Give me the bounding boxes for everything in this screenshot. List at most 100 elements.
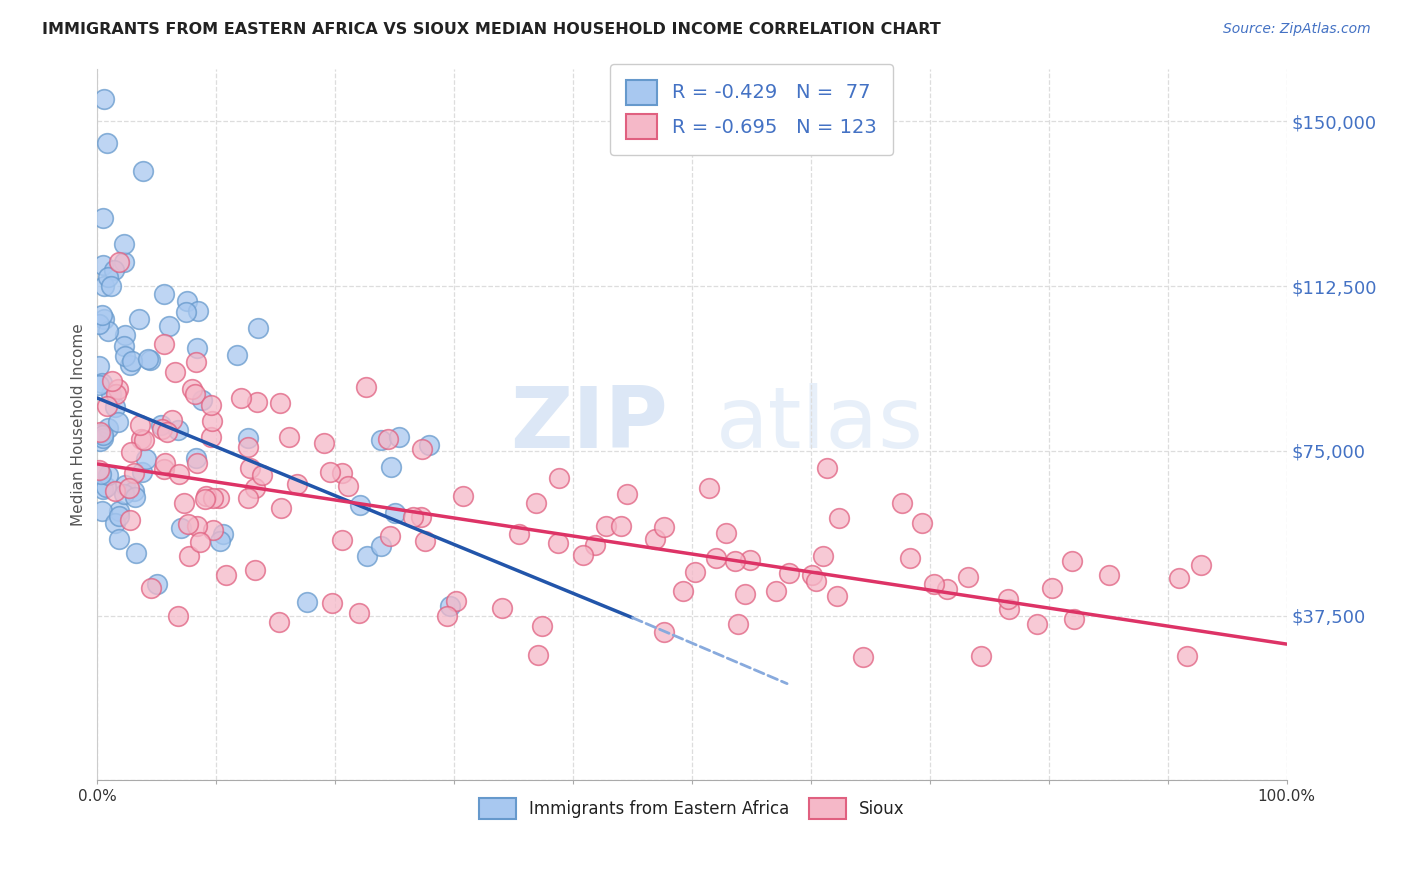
Point bbox=[239, 460, 262, 475]
Point bbox=[186, 519, 208, 533]
Point bbox=[173, 495, 195, 509]
Point bbox=[297, 595, 319, 609]
Point bbox=[724, 554, 747, 568]
Point bbox=[238, 440, 260, 454]
Point bbox=[215, 567, 238, 582]
Point bbox=[128, 312, 150, 326]
Point bbox=[91, 308, 114, 322]
Point bbox=[704, 551, 727, 566]
Point bbox=[114, 339, 136, 353]
Point bbox=[153, 462, 176, 476]
Point bbox=[104, 401, 127, 415]
Point bbox=[337, 479, 360, 493]
Point bbox=[100, 374, 122, 388]
Point bbox=[321, 596, 343, 610]
Point bbox=[136, 351, 159, 366]
Point bbox=[347, 606, 370, 620]
Point bbox=[124, 490, 146, 504]
Point bbox=[103, 263, 125, 277]
Point bbox=[107, 415, 129, 429]
Point bbox=[330, 466, 353, 480]
Point bbox=[436, 608, 458, 623]
Point bbox=[108, 533, 131, 547]
Point bbox=[146, 577, 169, 591]
Point bbox=[813, 549, 835, 563]
Point bbox=[236, 491, 259, 505]
Point bbox=[278, 430, 301, 444]
Point bbox=[184, 355, 207, 369]
Point bbox=[269, 396, 291, 410]
Point bbox=[652, 624, 675, 639]
Point bbox=[672, 583, 695, 598]
Point bbox=[1040, 581, 1063, 595]
Point bbox=[370, 434, 392, 448]
Point bbox=[825, 589, 848, 603]
Point bbox=[226, 348, 249, 362]
Point bbox=[935, 582, 957, 596]
Point bbox=[388, 430, 411, 444]
Point bbox=[87, 359, 110, 373]
Point bbox=[122, 483, 145, 498]
Point bbox=[104, 387, 127, 401]
Point bbox=[91, 428, 114, 442]
Point bbox=[200, 398, 222, 412]
Text: IMMIGRANTS FROM EASTERN AFRICA VS SIOUX MEDIAN HOUSEHOLD INCOME CORRELATION CHAR: IMMIGRANTS FROM EASTERN AFRICA VS SIOUX … bbox=[42, 22, 941, 37]
Point bbox=[616, 487, 638, 501]
Point bbox=[100, 386, 122, 401]
Point bbox=[167, 423, 190, 437]
Point bbox=[121, 354, 143, 368]
Point bbox=[90, 467, 112, 482]
Point bbox=[114, 477, 136, 491]
Point bbox=[547, 471, 569, 485]
Point bbox=[314, 436, 336, 450]
Point bbox=[418, 438, 440, 452]
Point bbox=[209, 533, 232, 548]
Point bbox=[243, 481, 266, 495]
Point bbox=[112, 255, 135, 269]
Point bbox=[285, 477, 308, 491]
Point bbox=[1026, 616, 1049, 631]
Point bbox=[714, 525, 737, 540]
Point bbox=[187, 304, 209, 318]
Point bbox=[740, 553, 762, 567]
Point bbox=[778, 566, 800, 580]
Point bbox=[195, 490, 218, 504]
Point bbox=[120, 513, 142, 527]
Point bbox=[610, 519, 633, 533]
Point bbox=[194, 491, 217, 506]
Point bbox=[413, 533, 436, 548]
Point bbox=[644, 532, 666, 546]
Text: atlas: atlas bbox=[716, 383, 924, 466]
Point bbox=[125, 546, 148, 560]
Text: Source: ZipAtlas.com: Source: ZipAtlas.com bbox=[1223, 22, 1371, 37]
Legend: Immigrants from Eastern Africa, Sioux: Immigrants from Eastern Africa, Sioux bbox=[472, 792, 911, 825]
Point bbox=[765, 584, 787, 599]
Point bbox=[93, 92, 115, 106]
Point bbox=[997, 602, 1019, 616]
Point bbox=[212, 526, 235, 541]
Point bbox=[508, 527, 530, 541]
Point bbox=[956, 570, 979, 584]
Point bbox=[89, 425, 111, 439]
Point bbox=[699, 481, 721, 495]
Point bbox=[184, 451, 207, 466]
Point bbox=[96, 480, 118, 494]
Point bbox=[89, 318, 111, 332]
Point bbox=[319, 465, 342, 479]
Point bbox=[401, 509, 423, 524]
Point bbox=[132, 164, 155, 178]
Point bbox=[236, 431, 259, 445]
Point bbox=[190, 535, 212, 549]
Point bbox=[132, 434, 155, 448]
Point bbox=[1062, 554, 1084, 568]
Point bbox=[1063, 612, 1085, 626]
Point bbox=[356, 549, 378, 564]
Text: ZIP: ZIP bbox=[510, 383, 668, 466]
Point bbox=[97, 270, 120, 285]
Point bbox=[128, 417, 150, 432]
Point bbox=[104, 516, 127, 530]
Point bbox=[370, 539, 392, 553]
Point bbox=[970, 649, 993, 664]
Point bbox=[330, 533, 353, 547]
Point bbox=[163, 365, 186, 379]
